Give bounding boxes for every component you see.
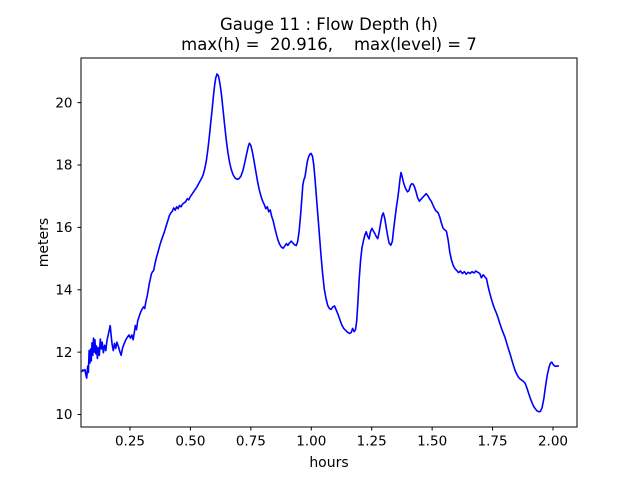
y-tick-label: 20: [55, 95, 72, 111]
y-tick-label: 14: [55, 282, 72, 298]
x-axis-ticks: 0.25 0.50 0.75 1.00 1.25 1.50 1.75 2.00: [115, 427, 568, 450]
x-tick-label: 0.75: [236, 434, 266, 450]
x-tick-label: 1.25: [357, 434, 387, 450]
x-tick-label: 1.75: [478, 434, 508, 450]
y-tick-label: 12: [55, 345, 72, 361]
chart-title: Gauge 11 : Flow Depth (h): [220, 15, 438, 34]
x-tick-label: 1.00: [296, 434, 326, 450]
x-tick-label: 0.25: [115, 434, 145, 450]
x-tick-label: 1.50: [417, 434, 447, 450]
y-axis-label: meters: [36, 218, 52, 267]
chart-subtitle: max(h) = 20.916, max(level) = 7: [181, 35, 477, 54]
x-tick-label: 0.50: [175, 434, 205, 450]
y-tick-label: 16: [55, 220, 72, 236]
x-axis-label: hours: [309, 455, 348, 471]
y-tick-label: 10: [55, 407, 72, 423]
y-tick-label: 18: [55, 158, 72, 174]
plot-frame: [80, 57, 578, 428]
y-axis-ticks: 10 12 14 16 18 20: [55, 95, 81, 423]
x-tick-label: 2.00: [538, 434, 568, 450]
flow-depth-line: [81, 73, 560, 413]
